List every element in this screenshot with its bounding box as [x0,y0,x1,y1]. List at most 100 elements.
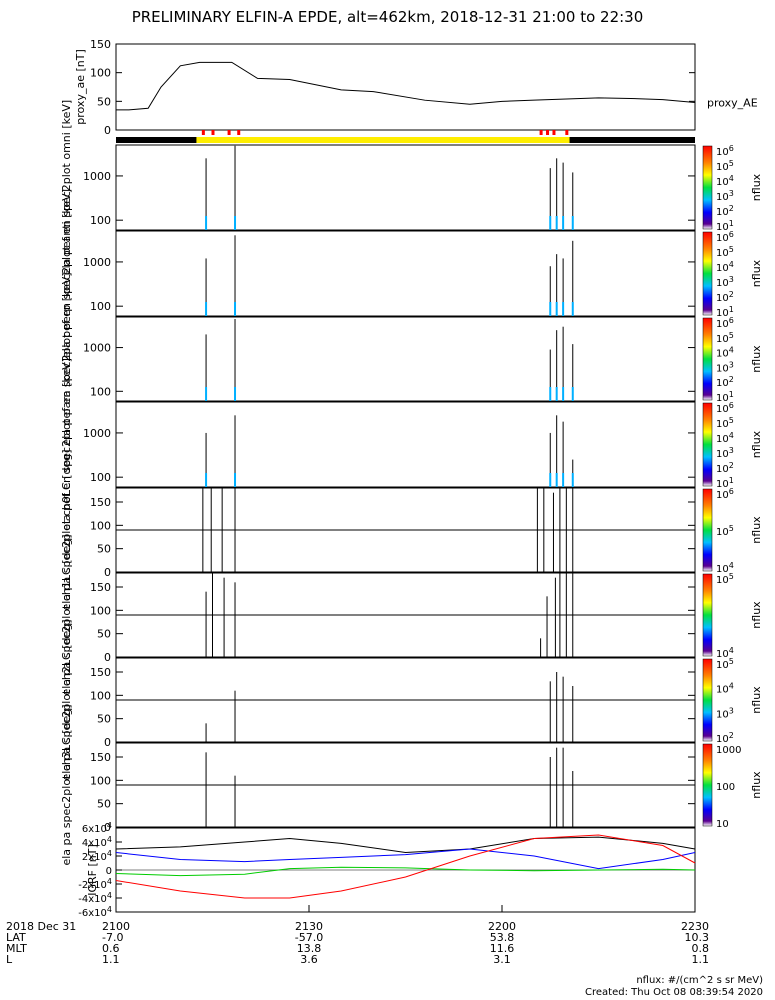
y-tick-label: 100 [90,300,111,313]
y-tick-label: 150 [90,581,111,594]
colorbar-tick-label: 104 [716,346,734,360]
event-marker [227,130,231,135]
igrf-series-line [115,848,696,870]
y-tick-label: 50 [97,628,111,641]
spectrogram-cell [555,302,558,316]
y-tick-label: 150 [90,38,111,51]
colorbar-tick-label: 105 [716,524,734,538]
colorbar-tick-label: 1000 [716,745,741,756]
y-tick-label: 2x104 [82,849,112,863]
x-row-label: MLT [6,942,27,955]
x-row-value: 3.1 [493,953,511,966]
unit-note: nflux: #/(cm^2 s sr MeV) [636,975,763,986]
colorbar-tick-label: 103 [716,275,734,289]
colorbar-tick-label: 103 [716,360,734,374]
figure-title: PRELIMINARY ELFIN-A EPDE, alt=462km, 201… [131,8,644,26]
x-row-label: 2018 Dec 31 [6,920,76,933]
y-tick-label: 50 [97,95,111,108]
y-tick-label: 50 [97,798,111,811]
y-tick-label: 1000 [83,170,111,183]
colorbar-tick-label: 104 [716,174,734,188]
spectrogram-cell [205,302,208,316]
colorbar-tick-label: 106 [716,487,734,501]
colorbar-tick-label: 105 [716,159,734,173]
event-marker [237,130,241,135]
igrf-series-line [115,836,696,854]
colorbar-label: nflux [750,601,763,629]
x-row-value: 13.8 [297,942,322,955]
spectrogram-cell [562,473,565,487]
x-row-value: 2230 [681,920,709,933]
y-tick-label: 150 [90,751,111,764]
panel-frame [115,401,696,488]
x-row-value: 1.1 [102,953,120,966]
y-tick-label: 0 [104,566,111,579]
y-tick-label: 50 [97,713,111,726]
colorbar-tick-label: 106 [716,401,734,415]
colorbar-tick-label: 102 [716,461,734,475]
event-marker [211,130,215,135]
colorbar-tick-label: 106 [716,316,734,330]
spectrogram-cell [571,473,574,487]
colorbar-tick-label: 103 [716,706,734,720]
y-axis-label: ela pef en spec2plot perp [keV] [60,272,73,445]
colorbar [702,743,713,827]
colorbar-tick-label: 105 [716,245,734,259]
x-row-label: LAT [6,931,26,944]
y-tick-label: 1000 [83,427,111,440]
y-axis-label: ela pa spec2plot ch1LC [deg] [60,534,73,695]
orbit-bar-science-zone [196,137,570,143]
y-axis-label: ela pef en spec2plot omni [keV] [60,100,73,275]
spectrogram-cell [205,387,208,401]
colorbar-tick-label: 103 [716,189,734,203]
created-stamp: Created: Thu Oct 08 08:39:54 2020 [585,987,763,998]
colorbar-label: nflux [750,430,763,458]
x-row-value: 53.8 [490,931,515,944]
y-tick-label: 1000 [83,342,111,355]
colorbar-tick-label: 104 [716,431,734,445]
y-axis-label: ela pa spec2plot ch2LC [deg] [60,619,73,780]
y-tick-label: 100 [90,214,111,227]
y-tick-label: -6x104 [78,905,112,919]
colorbar-label: nflux [750,516,763,544]
colorbar-tick-label: 105 [716,416,734,430]
spectrogram-cell [205,216,208,230]
y-tick-label: 100 [90,471,111,484]
event-marker [565,130,569,135]
spectrogram-cell [549,302,552,316]
x-row-value: 2130 [295,920,323,933]
spectrogram-cell [555,216,558,230]
colorbar-tick-label: 104 [716,682,734,696]
colorbar [702,658,713,742]
legend-label: proxy_AE [707,96,758,109]
y-tick-label: 6x104 [82,821,112,835]
y-tick-label: 100 [90,604,111,617]
y-axis-label: ela pef en spec2plot anti [keV] [60,189,73,358]
y-tick-label: 100 [90,689,111,702]
colorbar-tick-label: 102 [716,375,734,389]
y-tick-label: 150 [90,666,111,679]
spectrogram-cell [234,473,237,487]
panel-frame [115,43,696,131]
colorbar-label: nflux [750,771,763,799]
colorbar [702,488,713,572]
y-tick-label: 1000 [83,256,111,269]
spectrogram-cell [571,302,574,316]
y-tick-label: 50 [97,543,111,556]
igrf-series-line [115,866,696,877]
y-tick-label: -4x104 [78,891,112,905]
colorbar-tick-label: 106 [716,230,734,244]
colorbar [702,231,713,316]
spectrogram-cell [555,473,558,487]
colorbar-tick-label: 104 [716,260,734,274]
x-row-value: 3.6 [300,953,318,966]
colorbar-tick-label: 10 [716,819,729,830]
colorbar [702,573,713,657]
spectrogram-cell [571,387,574,401]
event-marker [546,130,550,135]
x-row-value: -57.0 [295,931,323,944]
spectrogram-cell [549,473,552,487]
y-tick-label: 100 [90,385,111,398]
x-row-value: 0.8 [692,942,710,955]
y-axis-label: ela pef en spec2plot para [keV] [60,358,73,531]
